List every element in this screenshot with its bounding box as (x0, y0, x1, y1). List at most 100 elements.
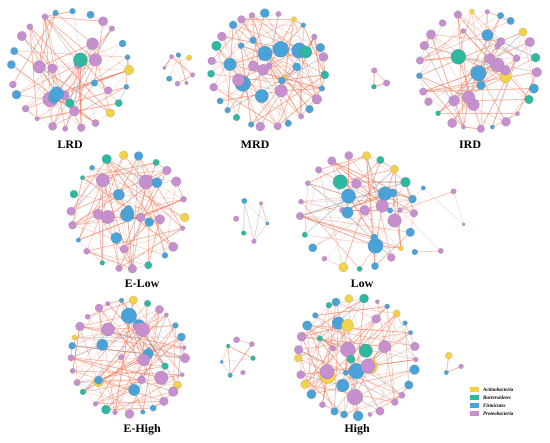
network-node (450, 188, 457, 195)
network-edge (399, 187, 424, 211)
network-edge (428, 73, 479, 102)
network-edge (76, 303, 108, 383)
network-node (10, 47, 19, 55)
network-edge (82, 391, 154, 409)
network-node (161, 252, 169, 259)
network-edge (98, 380, 178, 386)
network-edge (105, 336, 182, 410)
network-node (453, 10, 462, 19)
network-node (118, 39, 127, 48)
network-node (12, 90, 22, 100)
network-node (294, 345, 304, 355)
network-edge (264, 53, 310, 110)
network-edge (301, 298, 365, 338)
network-node (405, 227, 415, 237)
network-edge (80, 43, 123, 61)
network-node (127, 264, 137, 274)
network-edge (468, 15, 501, 98)
network-node (484, 9, 490, 15)
network-edge (307, 325, 348, 350)
network-edge (220, 90, 282, 102)
network-node (88, 53, 102, 67)
network-node (338, 262, 349, 272)
network-edge (489, 41, 531, 60)
network-edge (232, 24, 318, 100)
network-edge (340, 181, 415, 214)
network-node (387, 253, 396, 262)
network-edge (377, 301, 416, 360)
network-node (108, 25, 115, 32)
network-node (408, 195, 417, 204)
network-node (494, 43, 501, 50)
legend-label: Bacteroidetes (482, 396, 511, 401)
network-edge (127, 214, 133, 269)
network-edge (301, 336, 385, 348)
network-edge (299, 215, 375, 238)
network-edge (118, 155, 139, 195)
network-node (86, 11, 95, 19)
network-edge (315, 306, 388, 316)
nodes (233, 198, 270, 244)
network-node (390, 165, 399, 174)
network-node (320, 70, 329, 80)
network-edge (241, 13, 279, 20)
network-edge (72, 345, 186, 359)
network-edge (296, 66, 302, 117)
network-edge (281, 80, 318, 100)
network-node (227, 372, 233, 378)
network-node (470, 65, 487, 82)
network-edge (430, 34, 464, 128)
network-node (240, 370, 246, 376)
network-node (497, 12, 504, 19)
network-node (344, 151, 353, 160)
network-edge (419, 30, 464, 61)
network-edge (300, 336, 302, 375)
legend-label: Firmicutes (483, 404, 506, 409)
network-node (26, 23, 33, 30)
network-edge (363, 298, 416, 360)
network-node (73, 379, 81, 386)
network-node (166, 75, 173, 82)
network-node (296, 212, 305, 220)
network-node (300, 380, 310, 389)
network-edge (419, 11, 473, 76)
network-node (168, 242, 178, 252)
network-edge (312, 210, 365, 248)
network-node (445, 352, 453, 360)
network-node (340, 410, 348, 419)
network-node (397, 207, 403, 213)
network-node (306, 389, 317, 399)
network-edge (141, 362, 165, 402)
network-cluster (7, 8, 134, 132)
network-edge (419, 20, 511, 61)
network-edge (423, 84, 482, 92)
network-node (162, 66, 167, 70)
network-node (332, 174, 348, 190)
network-node (398, 245, 404, 251)
network-node (104, 86, 113, 95)
network-edge (300, 201, 360, 270)
network-edge (423, 187, 464, 225)
network-node (96, 338, 109, 351)
network-node (438, 248, 444, 254)
nodes (443, 352, 464, 375)
network-node (375, 407, 385, 416)
network-cluster (296, 151, 418, 272)
network-edge (86, 251, 149, 266)
network-node (311, 33, 318, 40)
network-cluster (66, 150, 190, 274)
network-edge (39, 43, 93, 68)
network-edge (164, 181, 177, 256)
network-edge (64, 28, 113, 96)
network-edge (283, 19, 295, 78)
network-edge (70, 357, 174, 392)
network-edge (98, 307, 103, 345)
network-node (49, 86, 64, 101)
network-edge (25, 108, 53, 127)
network-node (69, 8, 76, 15)
network-node (524, 95, 534, 104)
network-node (52, 9, 59, 16)
network-edge (107, 329, 186, 359)
network-edge (177, 57, 190, 84)
